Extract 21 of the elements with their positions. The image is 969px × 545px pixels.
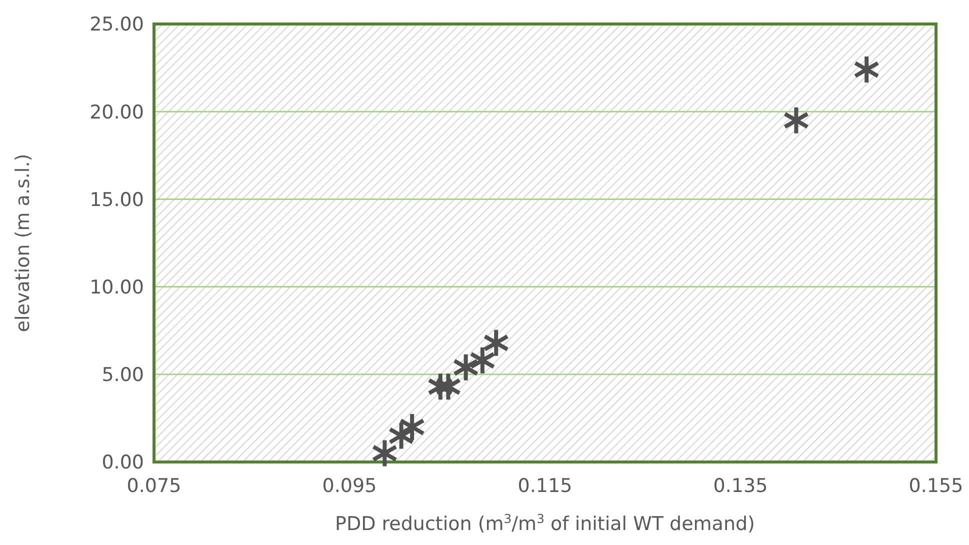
x-tick-label: 0.075 bbox=[126, 475, 182, 497]
x-tick-label: 0.135 bbox=[713, 475, 768, 497]
point bbox=[854, 56, 879, 83]
point bbox=[784, 107, 808, 134]
point bbox=[372, 440, 397, 466]
x-tick-label: 0.115 bbox=[518, 475, 572, 497]
y-tick-label: 15.00 bbox=[90, 188, 144, 211]
x-axis-title: PDD reduction (m$^{3}$/m$^{3}$ of initial WT demand) bbox=[335, 512, 755, 535]
x-tick-label: 0.095 bbox=[322, 475, 377, 497]
point bbox=[454, 354, 478, 380]
point bbox=[470, 347, 495, 374]
y-tick-label: 0.00 bbox=[102, 452, 144, 474]
point bbox=[436, 374, 460, 400]
y-tick-label: 20.00 bbox=[90, 101, 144, 124]
x-tick-label: 0.155 bbox=[908, 475, 964, 497]
y-tick-label: 25.00 bbox=[90, 14, 144, 36]
y-axis-title: elevation (m a.s.l.) bbox=[12, 154, 34, 332]
point bbox=[484, 330, 508, 356]
y-tick-label: 5.00 bbox=[102, 364, 144, 386]
y-tick-label: 10.00 bbox=[90, 276, 144, 298]
point bbox=[400, 414, 424, 440]
